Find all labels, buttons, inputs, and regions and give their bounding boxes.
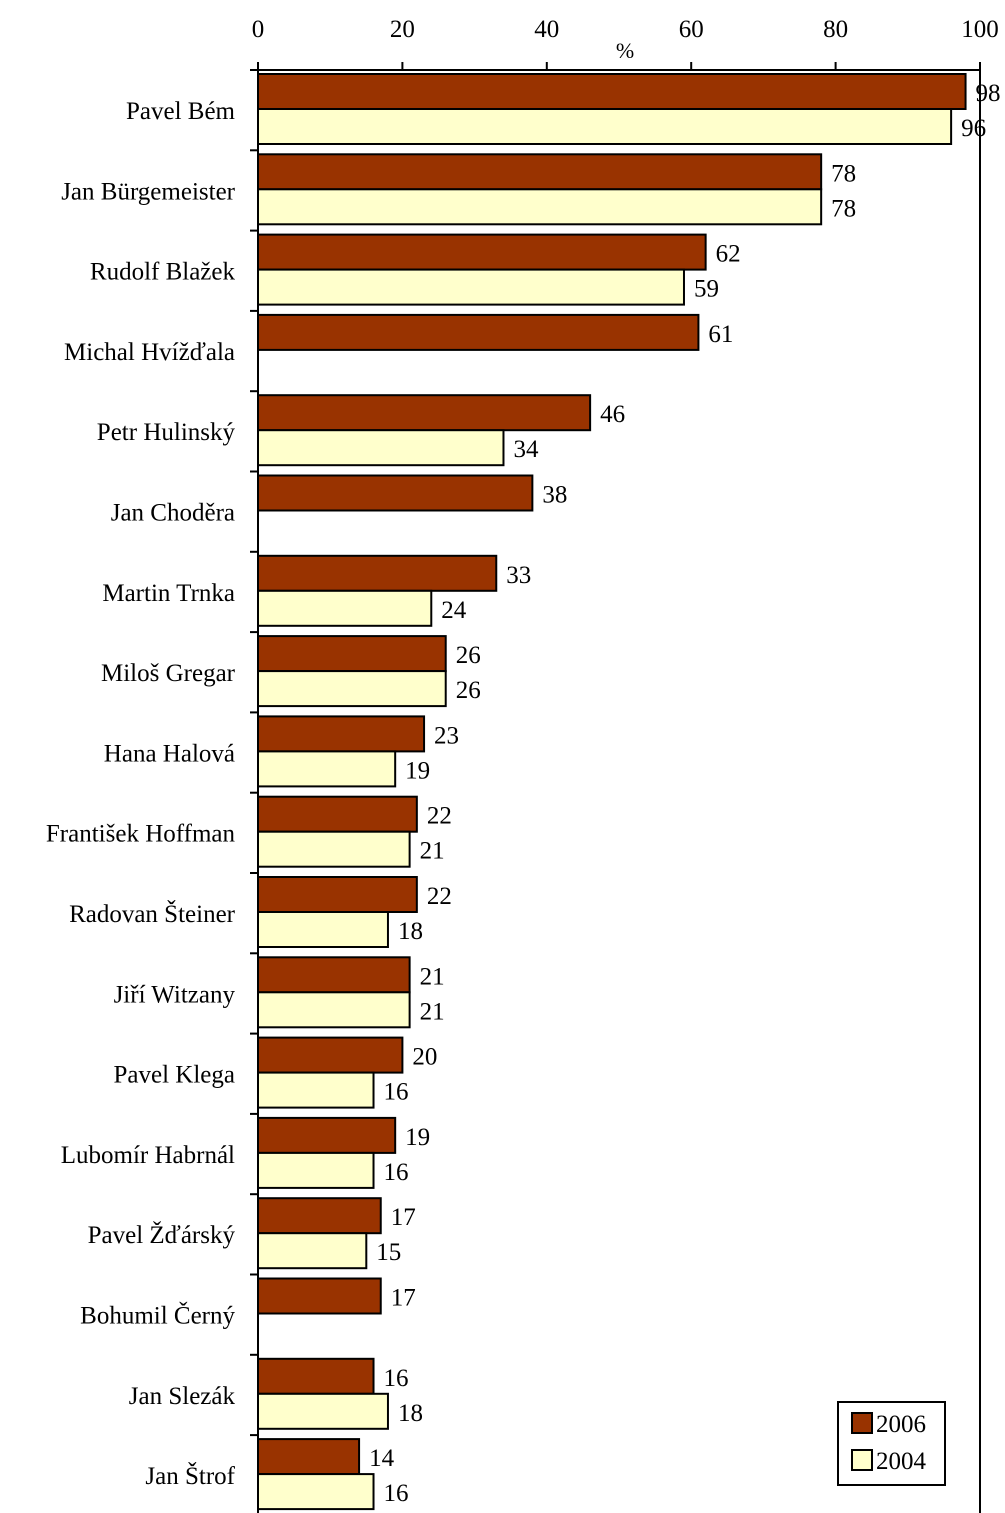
x-tick-label: 60: [679, 16, 704, 43]
bar-2006: [257, 876, 418, 913]
bar-2006: [257, 1036, 404, 1074]
bar-2006: [257, 1438, 361, 1476]
bar-2004: [257, 1473, 375, 1511]
data-label-2004: 96: [961, 115, 986, 142]
data-label-2004: 78: [831, 195, 856, 222]
data-label-2006: 78: [831, 160, 856, 187]
data-label-2004: 19: [405, 757, 430, 784]
data-label-2006: 22: [427, 803, 452, 830]
data-label-2004: 16: [384, 1079, 409, 1106]
data-label-2006: 33: [506, 562, 531, 589]
category-label: František Hoffman: [46, 821, 236, 848]
x-tick-label: 80: [823, 16, 848, 43]
data-label-2006: 26: [456, 642, 481, 669]
category-label: Jan Štrof: [145, 1461, 235, 1490]
data-label-2004: 21: [420, 998, 445, 1025]
bar-2004: [257, 1151, 375, 1189]
bar-2004: [257, 1392, 389, 1430]
bar-2006: [257, 715, 426, 753]
data-label-2004: 16: [384, 1480, 409, 1507]
x-tick-label: 20: [390, 16, 415, 43]
category-label: Martin Trnka: [102, 580, 235, 607]
data-label-2004: 18: [398, 1400, 423, 1427]
legend-label-2006: 2006: [876, 1411, 926, 1438]
bar-2004: [257, 670, 447, 708]
data-label-2006: 17: [391, 1285, 416, 1312]
data-label-2004: 16: [384, 1159, 409, 1186]
data-label-2006: 62: [716, 241, 741, 268]
bar-2006: [257, 73, 967, 110]
category-label: Pavel Bém: [126, 98, 236, 125]
category-label: Petr Hulinský: [97, 419, 236, 446]
category-label: Lubomír Habrnál: [61, 1142, 235, 1169]
data-label-2006: 21: [420, 963, 445, 990]
data-label-2006: 20: [412, 1044, 437, 1071]
bar-2004: [257, 268, 685, 306]
category-label: Rudolf Blažek: [90, 259, 236, 286]
category-label: Radovan Šteiner: [69, 899, 236, 928]
category-label: Michal Hvížďala: [64, 339, 235, 366]
bar-2004: [257, 1232, 368, 1270]
category-label: Hana Halová: [104, 740, 235, 767]
category-label: Pavel Klega: [114, 1062, 235, 1089]
bar-2004: [257, 188, 823, 226]
bar-2006: [257, 394, 592, 432]
data-label-2006: 17: [391, 1204, 416, 1231]
bar-2006: [257, 1277, 382, 1315]
legend-swatch-2006: [851, 1412, 873, 1434]
bar-2006: [257, 474, 534, 512]
category-label: Jan Slezák: [129, 1383, 236, 1410]
data-label-2004: 34: [513, 436, 539, 463]
bar-2006: [257, 153, 823, 191]
category-label: Pavel Žďárský: [88, 1221, 236, 1249]
bar-2004: [257, 911, 389, 948]
bar-2004: [257, 1071, 375, 1109]
data-label-2006: 98: [976, 80, 1001, 107]
bar-2006: [257, 233, 707, 271]
legend-swatch-2004: [851, 1449, 873, 1471]
data-label-2004: 59: [694, 276, 719, 303]
bar-2006: [257, 956, 411, 994]
bar-2004: [257, 108, 953, 145]
category-label: Jan Choděra: [111, 500, 235, 527]
data-label-2006: 16: [384, 1365, 409, 1392]
data-label-2006: 61: [708, 321, 733, 348]
data-label-2006: 19: [405, 1124, 430, 1151]
data-label-2006: 38: [542, 482, 567, 509]
data-label-2006: 22: [427, 883, 452, 910]
bar-2004: [257, 429, 505, 467]
bar-2006: [257, 1116, 397, 1154]
category-label: Jan Bürgemeister: [61, 178, 235, 205]
data-label-2006: 23: [434, 722, 459, 749]
bar-2006: [257, 795, 418, 833]
bar-2004: [257, 750, 397, 788]
bar-2006: [257, 635, 447, 673]
x-tick-label: 0: [252, 16, 265, 43]
bar-2004: [257, 991, 411, 1029]
bar-2006: [257, 554, 498, 592]
x-axis-unit-label: %: [616, 38, 634, 63]
data-label-2004: 15: [376, 1239, 401, 1266]
bar-2006: [257, 1357, 375, 1395]
category-label: Miloš Gregar: [101, 660, 236, 687]
bar-2006: [257, 313, 700, 351]
data-label-2006: 14: [369, 1445, 395, 1472]
data-label-2004: 18: [398, 918, 423, 945]
legend-label-2004: 2004: [876, 1448, 927, 1475]
data-label-2004: 24: [441, 597, 467, 624]
category-label: Jiří Witzany: [114, 981, 236, 1008]
data-label-2004: 21: [420, 838, 445, 865]
x-tick-label: 100: [961, 16, 999, 43]
data-label-2004: 26: [456, 677, 481, 704]
category-label: Bohumil Černý: [80, 1302, 235, 1330]
data-label-2006: 46: [600, 401, 625, 428]
bar-2004: [257, 589, 433, 627]
bar-2004: [257, 830, 411, 868]
x-tick-label: 40: [534, 16, 559, 43]
bar-2006: [257, 1197, 382, 1235]
